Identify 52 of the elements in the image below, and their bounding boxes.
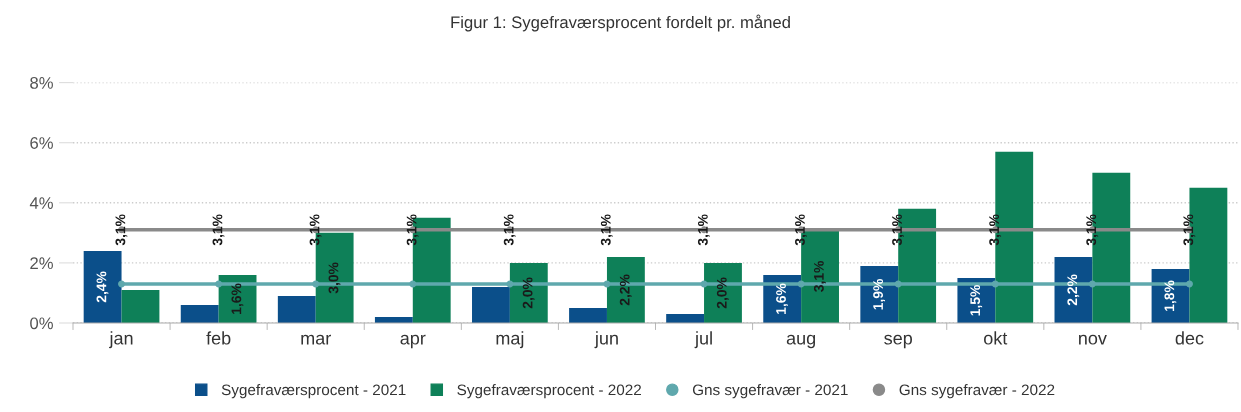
x-tick-label: aug [786,334,816,349]
y-tick-label: 2% [30,257,53,270]
x-tick-label: jul [694,331,712,349]
data-label: 1,6% [776,283,788,314]
data-label: 1,8% [1164,280,1177,311]
data-label: 2,0% [716,277,729,309]
y-tick-label: 8% [30,77,53,89]
chart-title: Figur 1: Sygefraværsprocent fordelt pr. måned [451,14,790,32]
y-tick-label: 4% [29,197,53,209]
legend-label: Gns sygefravær - 2021 [692,384,848,399]
x-tick-label: apr [400,334,426,349]
bar [569,307,607,323]
x-tick-label: nov [1079,334,1107,345]
x-tick-label: dec [1175,331,1204,345]
x-tick-label: maj [496,331,524,349]
data-label: 3,1% [813,260,826,292]
data-label: 3,1% [1183,214,1196,246]
data-label: 3,1% [697,214,710,246]
data-label: 3,1% [406,214,419,246]
data-label: 2,4% [96,271,109,303]
data-label: 3,1% [503,214,516,246]
x-tick-label: feb [206,331,231,345]
data-label: 3,1% [212,214,225,246]
data-label: 2,0% [522,277,535,309]
data-label: 1,5% [970,285,983,316]
legend-label: Sygefraværsprocent - 2022 [457,384,641,399]
data-label: 2,2% [1067,274,1080,306]
bar [472,286,510,323]
data-label: 1,6% [231,283,244,314]
y-tick-label: 6% [30,137,53,149]
bar [121,289,160,323]
legend-label: Sygefraværsprocent - 2021 [221,384,406,399]
x-tick-label: jun [594,331,618,349]
data-label: 1,9% [873,278,886,310]
y-tick-label: 0% [30,317,53,330]
legend-label: Gns sygefravær - 2022 [899,384,1055,399]
x-tick-label: mar [301,334,331,345]
bar [83,250,122,323]
data-label: 3,0% [328,262,341,294]
data-label: 3,1% [600,214,613,246]
data-label: 3,1% [795,214,807,246]
data-label: 3,1% [989,214,1002,246]
bar [180,304,219,323]
data-label: 3,1% [115,214,128,246]
data-label: 3,1% [892,214,904,246]
x-tick-label: sep [884,334,913,349]
data-label: 3,1% [309,214,322,246]
x-tick-label: okt [984,331,1008,345]
data-label: 3,1% [1086,214,1099,246]
data-label: 2,2% [619,274,632,306]
bar [277,295,316,323]
x-tick-label: jan [109,331,133,349]
